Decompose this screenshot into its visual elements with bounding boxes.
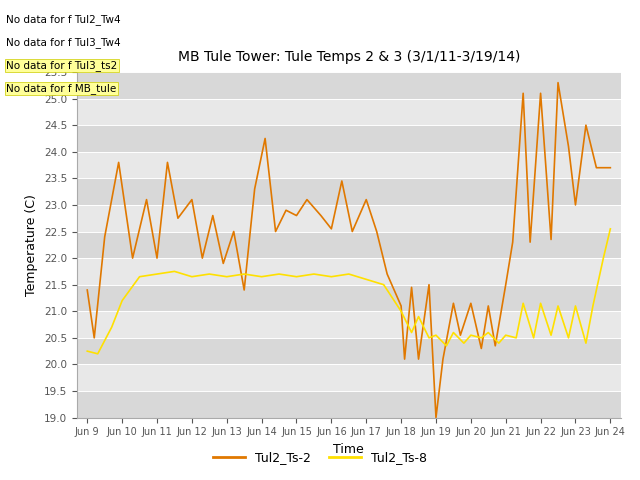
Bar — [77, 152, 621, 179]
Text: No data for f Tul3_ts2: No data for f Tul3_ts2 — [6, 60, 118, 71]
Text: No data for f Tul3_Tw4: No data for f Tul3_Tw4 — [6, 36, 121, 48]
Bar — [77, 364, 621, 391]
Bar — [77, 285, 621, 311]
Bar — [77, 179, 621, 205]
Bar — [77, 72, 621, 98]
Bar — [77, 205, 621, 231]
Text: No data for f MB_tule: No data for f MB_tule — [6, 83, 116, 94]
Bar — [77, 258, 621, 285]
Text: No data for f Tul2_Tw4: No data for f Tul2_Tw4 — [6, 13, 121, 24]
Bar — [77, 311, 621, 338]
X-axis label: Time: Time — [333, 443, 364, 456]
Y-axis label: Temperature (C): Temperature (C) — [25, 194, 38, 296]
Bar — [77, 125, 621, 152]
Bar — [77, 98, 621, 125]
Bar — [77, 338, 621, 364]
Bar — [77, 391, 621, 418]
Bar — [77, 231, 621, 258]
Title: MB Tule Tower: Tule Temps 2 & 3 (3/1/11-3/19/14): MB Tule Tower: Tule Temps 2 & 3 (3/1/11-… — [178, 50, 520, 64]
Bar — [77, 46, 621, 72]
Legend: Tul2_Ts-2, Tul2_Ts-8: Tul2_Ts-2, Tul2_Ts-8 — [209, 446, 431, 469]
